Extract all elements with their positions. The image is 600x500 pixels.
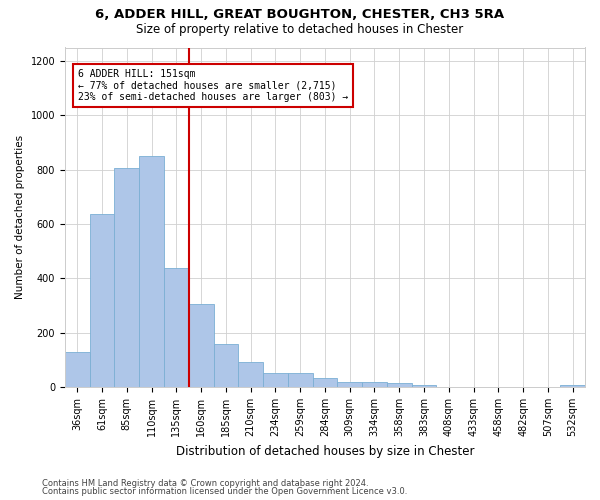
Bar (139, 156, 164, 387)
Y-axis label: Number of detached properties: Number of detached properties (15, 135, 25, 300)
Bar (362, 382, 387, 387)
Bar (337, 382, 362, 387)
Bar (115, 168, 139, 387)
X-axis label: Distribution of detached houses by size in Chester: Distribution of detached houses by size … (176, 444, 474, 458)
Bar (560, 384, 585, 387)
Bar (288, 374, 313, 387)
Text: 6 ADDER HILL: 151sqm
← 77% of detached houses are smaller (2,715)
23% of semi-de: 6 ADDER HILL: 151sqm ← 77% of detached h… (78, 69, 348, 102)
Bar (387, 383, 412, 387)
Text: Contains public sector information licensed under the Open Government Licence v3: Contains public sector information licen… (42, 487, 407, 496)
Bar (263, 374, 288, 387)
Bar (164, 268, 189, 387)
Text: Contains HM Land Registry data © Crown copyright and database right 2024.: Contains HM Land Registry data © Crown c… (42, 478, 368, 488)
Bar (214, 344, 238, 387)
Bar (412, 385, 436, 387)
Bar (89, 214, 115, 387)
Text: Size of property relative to detached houses in Chester: Size of property relative to detached ho… (136, 22, 464, 36)
Bar (238, 362, 263, 387)
Text: 6, ADDER HILL, GREAT BOUGHTON, CHESTER, CH3 5RA: 6, ADDER HILL, GREAT BOUGHTON, CHESTER, … (95, 8, 505, 20)
Bar (313, 378, 337, 387)
Bar (65, 352, 89, 387)
Bar (189, 304, 214, 387)
